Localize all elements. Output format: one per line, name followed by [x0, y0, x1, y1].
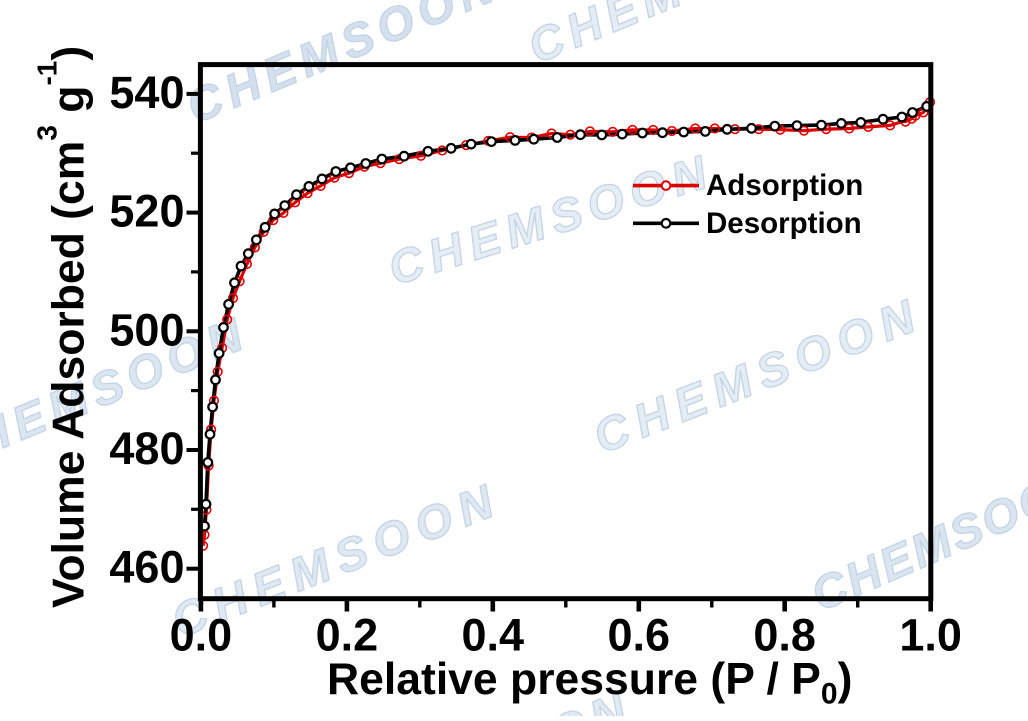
svg-text:0.0: 0.0	[170, 610, 233, 661]
svg-text:500: 500	[109, 304, 184, 355]
svg-text:Adsorption: Adsorption	[706, 169, 863, 202]
svg-text:0.4: 0.4	[462, 610, 525, 661]
svg-text:520: 520	[109, 186, 184, 237]
svg-text:0.8: 0.8	[753, 610, 816, 661]
svg-text:460: 460	[109, 542, 184, 593]
svg-text:480: 480	[109, 423, 184, 474]
svg-text:0.2: 0.2	[316, 610, 379, 661]
svg-text:540: 540	[109, 67, 184, 118]
svg-text:0.6: 0.6	[608, 610, 671, 661]
svg-text:Relative pressure (P / P0): Relative pressure (P / P0)	[327, 655, 852, 711]
svg-text:Desorption: Desorption	[706, 207, 862, 240]
svg-text:1.0: 1.0	[899, 610, 962, 661]
